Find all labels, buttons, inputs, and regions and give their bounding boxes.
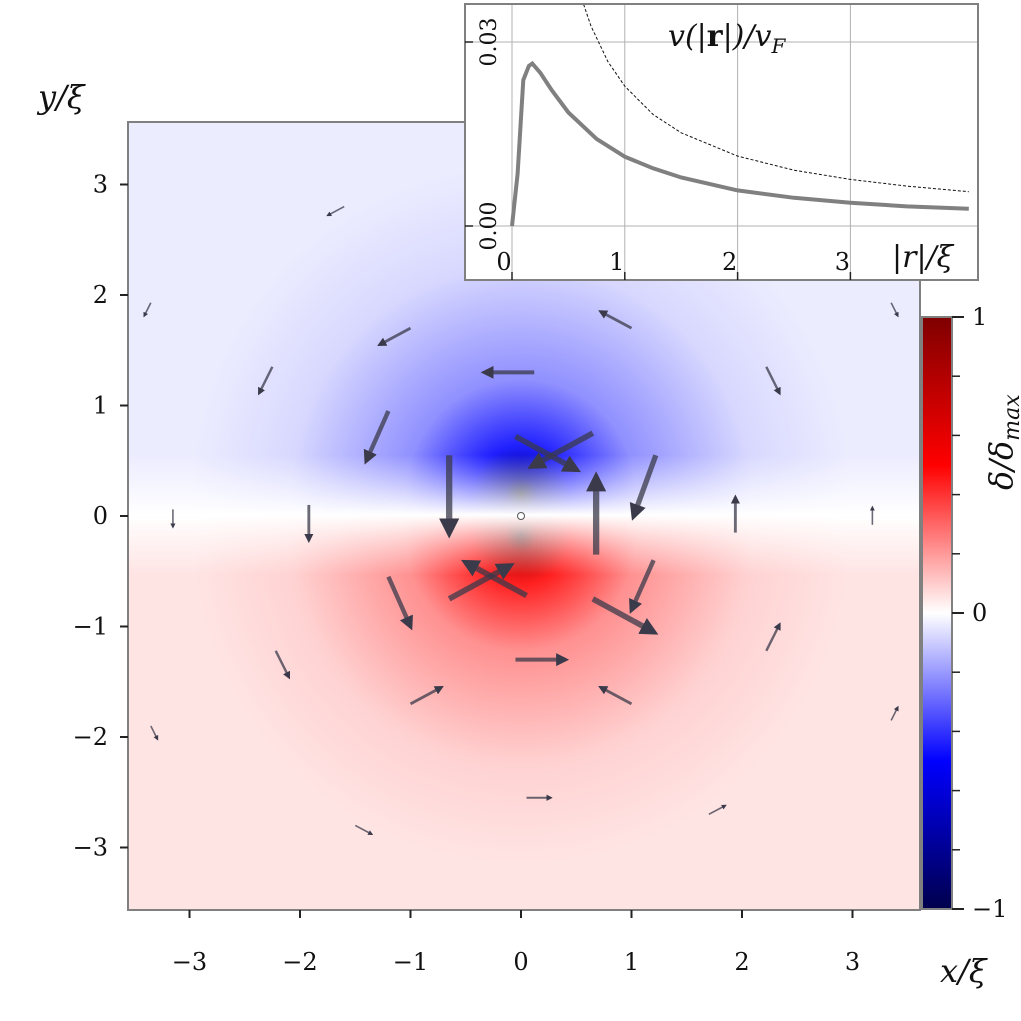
quiver-arrow [629, 454, 659, 521]
quiver-arrow [598, 310, 633, 330]
quiver-arrow [386, 575, 413, 631]
quiver-arrow [363, 410, 391, 465]
colorbar: 1 0 −1 δ/δmax [921, 303, 1021, 923]
main-y-tick-label: −3 [73, 834, 108, 862]
main-x-tick-label: 1 [624, 948, 639, 976]
main-y-tick-label: 2 [93, 281, 108, 309]
quiver-arrow [708, 804, 727, 816]
colorbar-tick-label: 1 [972, 303, 987, 331]
inset-x-tick-label: 3 [835, 248, 850, 276]
inset-grid [465, 4, 978, 280]
quiver-arrow [409, 685, 444, 706]
colorbar-tick-label: −1 [972, 895, 1007, 923]
reference-curve [582, 4, 969, 193]
main-y-tick-label: −1 [73, 613, 108, 641]
main-x-tick-label: −2 [282, 948, 317, 976]
main-x-tick-label: −3 [172, 948, 207, 976]
inset-y-tick-label: 0.03 [477, 18, 502, 67]
inset-lines [510, 4, 969, 227]
main-x-axis: −3 −2 −1 0 1 2 3 [172, 910, 860, 976]
main-x-tick-label: 3 [845, 948, 860, 976]
heatmap-positive-lobe [128, 516, 920, 910]
main-x-tick-label: 2 [734, 948, 749, 976]
quiver-arrow [765, 366, 781, 396]
inset-x-axis: 0 1 2 3 [496, 248, 852, 280]
quiver-arrow [629, 559, 656, 614]
inset-x-axis-label: |r|/ξ [892, 240, 955, 275]
quiver-arrow [527, 430, 595, 469]
inset-frame [464, 3, 979, 281]
quiver-arrow [377, 326, 412, 347]
colorbar-tick-label: 0 [972, 599, 987, 627]
main-y-axis-label: y/ξ [36, 78, 86, 116]
quiver-arrow [150, 725, 159, 741]
main-x-tick-label: −1 [393, 948, 428, 976]
colorbar-ticks: 1 0 −1 [952, 303, 1007, 923]
inset-x-tick-label: 2 [722, 248, 737, 276]
quiver-arrows [143, 205, 899, 835]
inset-plot: 0 1 2 3 0.00 0.03 v(|r|)/vF |r|/ξ [464, 3, 979, 281]
colorbar-gradient [921, 316, 953, 910]
inset-x-tick-label: 0 [496, 248, 511, 276]
main-y-tick-label: 3 [93, 171, 108, 199]
main-y-axis: −3 −2 −1 0 1 2 3 [73, 171, 128, 862]
quiver-arrow [447, 563, 515, 602]
quiver-arrow [326, 205, 345, 217]
quiver-arrow [258, 366, 274, 396]
inset-x-tick-label: 1 [609, 248, 624, 276]
vortex-core-marker [517, 512, 525, 520]
quiver-arrow [143, 302, 152, 318]
main-y-tick-label: 1 [93, 392, 108, 420]
quiver-arrow [274, 650, 291, 680]
main-x-axis-label: x/ξ [940, 952, 988, 990]
inset-y-axis: 0.00 0.03 [465, 18, 502, 251]
quiver-arrow [354, 824, 374, 835]
quiver-arrow [765, 622, 781, 652]
inset-background [465, 4, 978, 280]
quiver-arrow [890, 705, 899, 721]
inset-title: v(|r|)/vF [668, 19, 786, 58]
quiver-arrow [514, 433, 582, 473]
quiver-arrow [598, 685, 633, 706]
velocity-curve [510, 60, 969, 227]
main-x-tick-label: 0 [513, 948, 528, 976]
main-y-tick-label: −2 [73, 723, 108, 751]
main-y-tick-label: 0 [93, 502, 108, 530]
colorbar-label: δ/δmax [982, 394, 1021, 490]
quiver-arrow [591, 596, 659, 635]
inset-y-tick-label: 0.00 [477, 202, 502, 251]
quiver-arrow [890, 302, 899, 318]
